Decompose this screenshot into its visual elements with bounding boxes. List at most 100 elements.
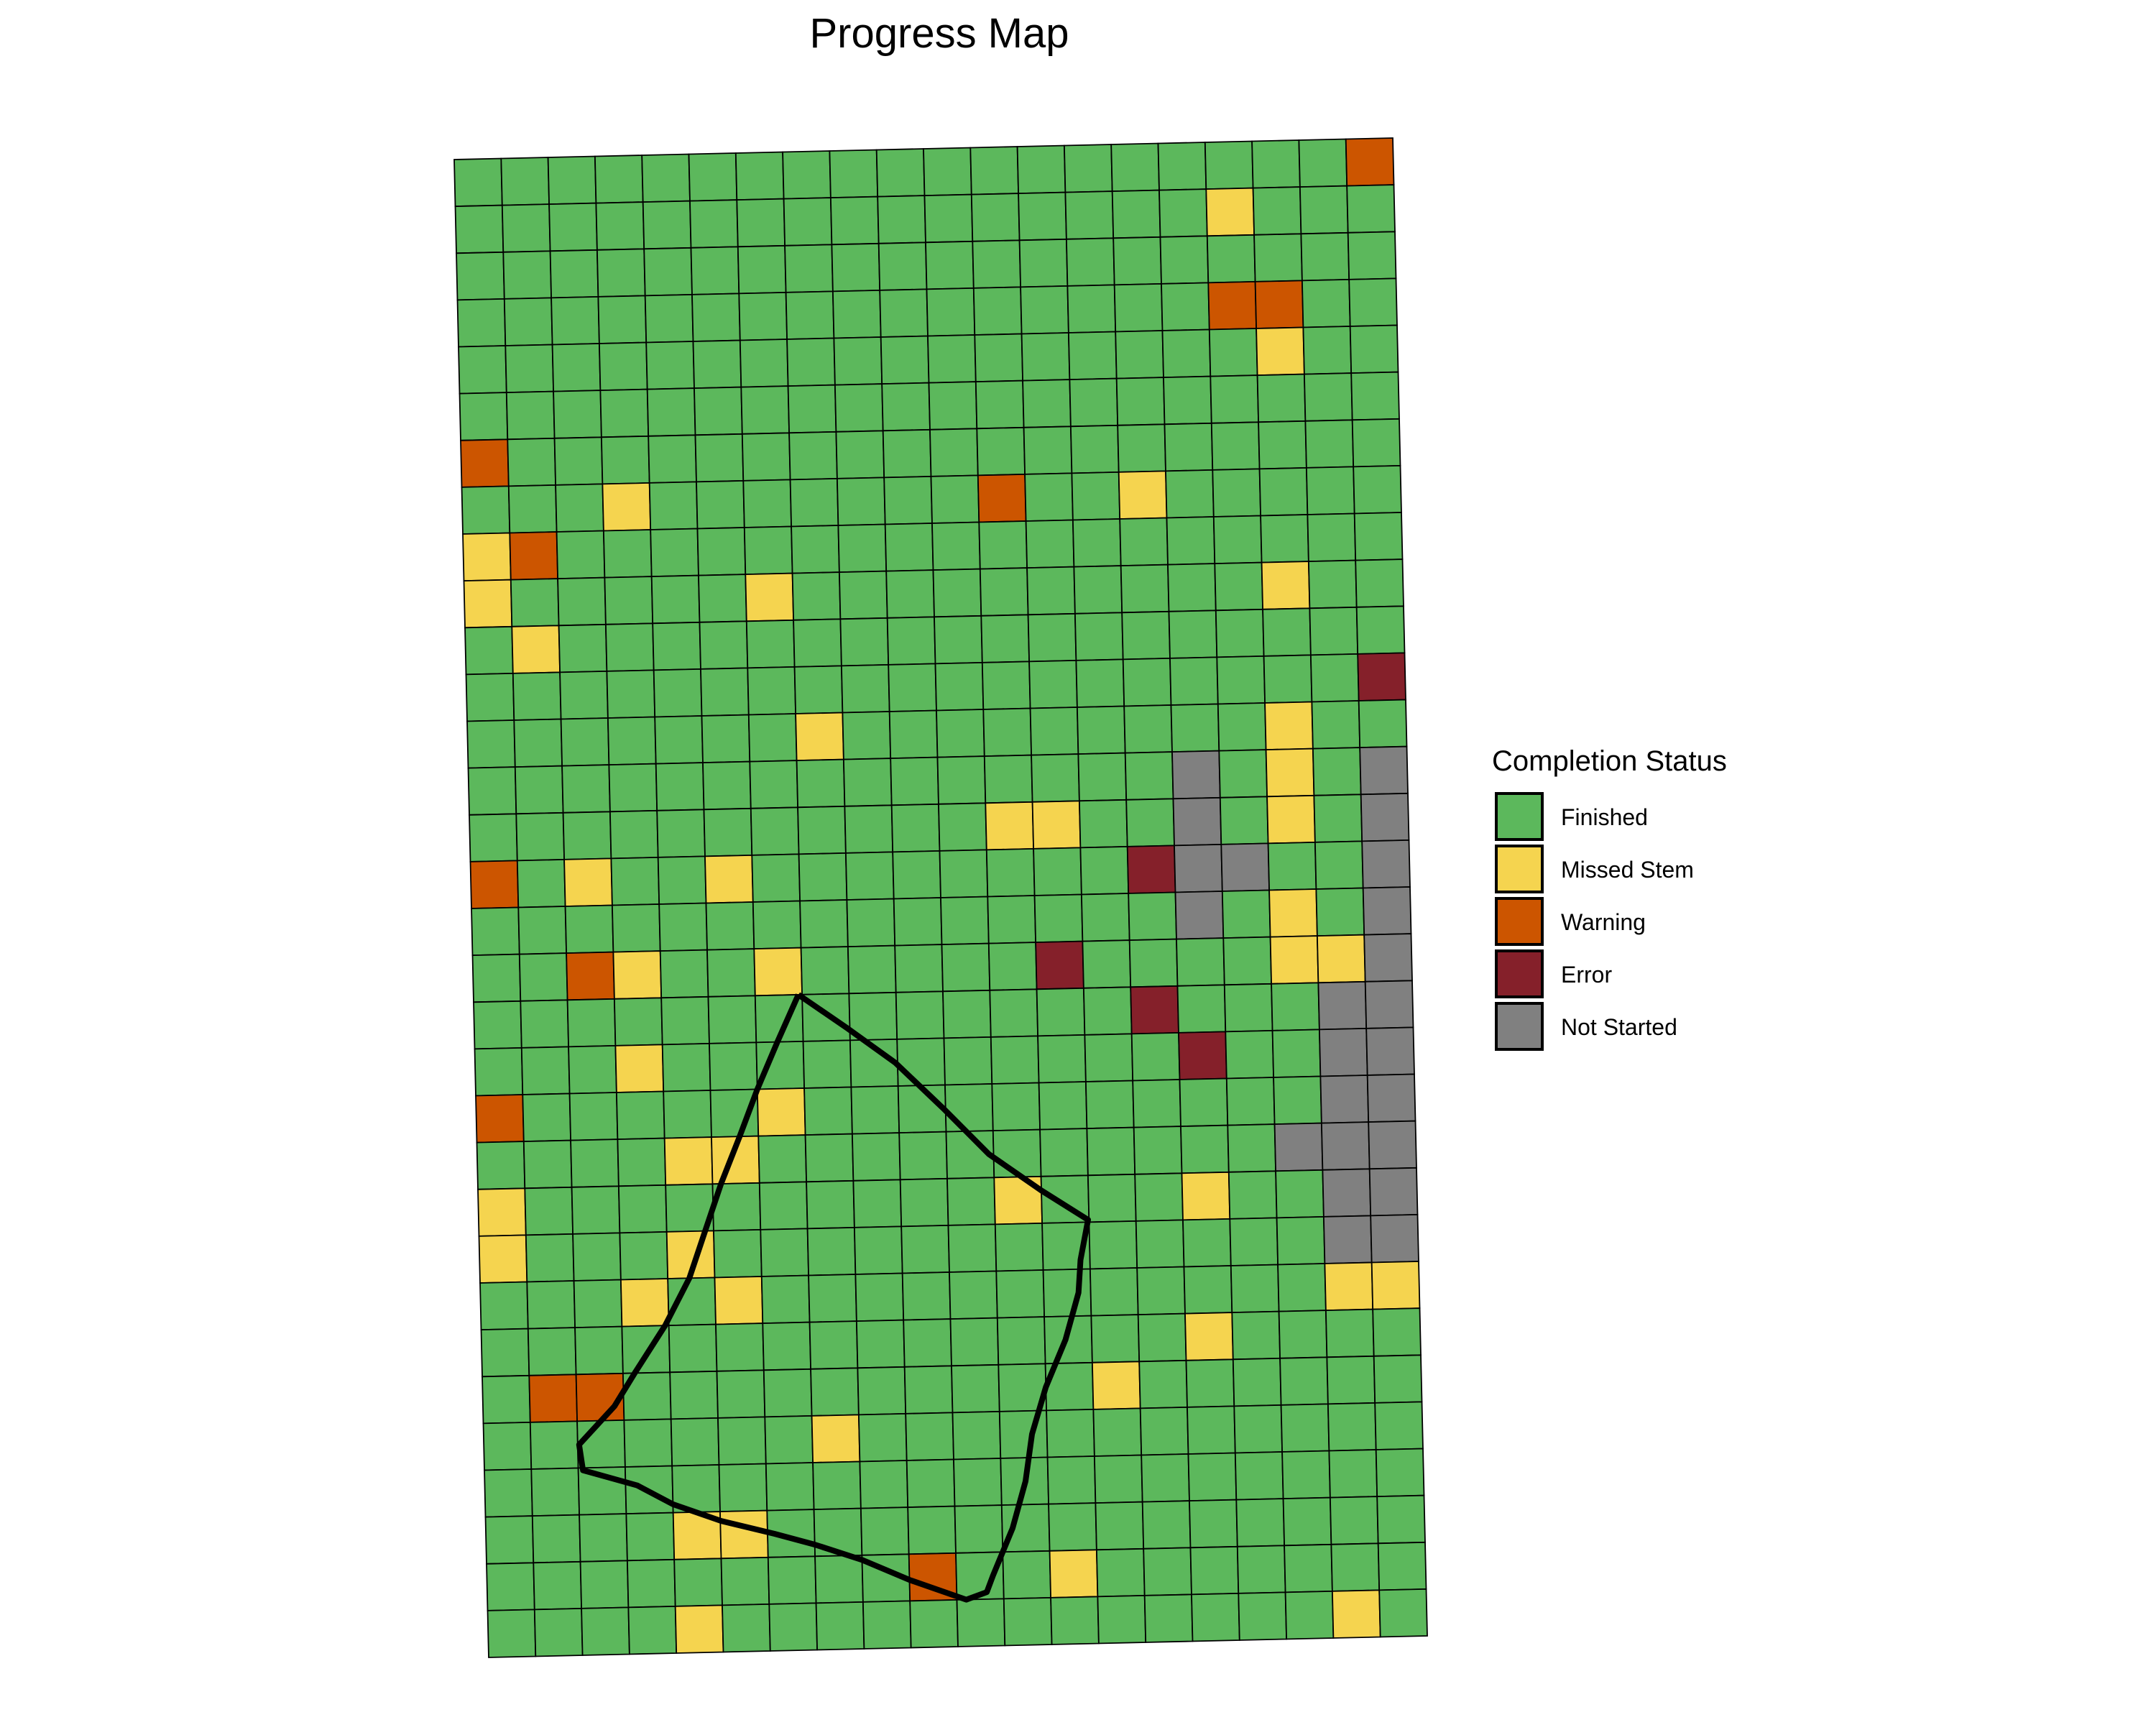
grid-cell-finished [797,805,847,855]
grid-cell-finished [530,1467,581,1517]
grid-cell-finished [1312,747,1362,796]
grid-cell-finished [890,756,939,806]
grid-cell-finished [787,384,837,434]
grid-cell-finished [1073,565,1123,615]
grid-cell-finished [453,157,503,208]
grid-cell-missed-stem [614,1044,665,1093]
grid-cell-not-started [1172,796,1222,847]
grid-cell-missed-stem [674,1604,724,1654]
grid-cell-finished [696,527,747,576]
grid-cell-finished [1031,753,1080,803]
grid-cell-finished [617,1137,667,1187]
grid-cell-finished [1128,938,1179,988]
grid-cell-finished [943,1036,993,1086]
grid-cell-finished [1309,606,1359,656]
grid-cell-finished [972,239,1022,289]
grid-cell-finished [941,942,991,993]
grid-cell-finished [764,1414,814,1465]
grid-cell-finished [976,426,1026,477]
grid-cell-finished [1033,847,1082,896]
grid-cell-finished [1022,379,1072,428]
grid-cell-finished [901,1271,952,1321]
grid-cell-finished [1314,840,1364,890]
grid-cell-missed-stem [1181,1171,1231,1221]
grid-cell-finished [487,1609,537,1658]
grid-cell-finished [1284,1543,1333,1593]
grid-cell-finished [905,1412,954,1461]
grid-cell-missed-stem [795,712,844,762]
grid-cell-finished [1275,1169,1325,1219]
grid-cell-finished [1204,140,1254,190]
grid-cell-finished [954,1504,1004,1554]
grid-cell-finished [767,1555,817,1605]
grid-cell-not-started [1322,1215,1373,1264]
grid-cell-finished [758,1181,808,1230]
grid-cell-finished [949,1317,1000,1367]
grid-cell-finished [835,430,885,479]
grid-cell-finished [1225,1077,1276,1126]
grid-cell-finished [892,850,941,900]
grid-cell-finished [688,152,738,202]
grid-cell-finished [981,661,1031,710]
grid-cell-finished [1117,423,1166,473]
grid-cell-missed-stem [1184,1312,1234,1361]
grid-cell-missed-stem [704,854,754,904]
grid-cell-finished [936,709,985,758]
grid-cell-finished [1298,138,1348,188]
grid-cell-finished [1281,1450,1331,1500]
grid-cell-finished [1299,185,1349,235]
grid-cell-finished [799,899,849,949]
grid-cell-finished [1077,752,1128,802]
grid-cell-finished [956,1598,1006,1647]
grid-cell-finished [907,1505,957,1555]
grid-cell-finished [903,1318,952,1368]
grid-cell-finished [1227,1123,1277,1173]
grid-cell-finished [1353,512,1404,561]
grid-cell-finished [694,433,745,483]
grid-cell-missed-stem [477,1187,527,1237]
grid-cell-finished [1018,238,1069,288]
grid-cell-finished [1088,1220,1138,1270]
grid-cell-not-started [1370,1213,1419,1264]
grid-cell-missed-stem [714,1276,764,1325]
grid-cell-finished [925,240,975,290]
grid-cell-finished [888,663,937,712]
grid-cell-finished [699,620,749,670]
grid-cell-finished [1132,1079,1181,1128]
grid-cell-finished [763,1368,813,1418]
grid-cell-finished [1303,372,1353,422]
grid-cell-finished [645,341,695,390]
grid-cell-not-started [1365,1026,1415,1076]
grid-cell-missed-stem [1266,794,1316,845]
grid-cell-finished [471,953,522,1003]
grid-cell-finished [602,529,653,579]
grid-cell-finished [844,804,894,854]
grid-cell-finished [607,716,657,766]
grid-cell-finished [1029,707,1079,756]
grid-cell-finished [831,242,881,293]
grid-cell-finished [932,568,982,618]
grid-cell-finished [1133,1126,1183,1175]
grid-cell-finished [520,1046,571,1095]
grid-cell-finished [951,1363,1000,1414]
grid-cell-finished [465,672,515,722]
grid-cell-not-started [1320,1121,1370,1171]
grid-cell-finished [1084,1080,1135,1130]
grid-cell-finished [829,196,880,246]
grid-cell-finished [747,666,797,716]
grid-cell-finished [768,1602,819,1652]
grid-cell-finished [1141,1500,1192,1550]
grid-cell-finished [642,200,692,250]
grid-cell-finished [502,250,553,300]
grid-cell-finished [930,474,980,524]
grid-cell-warning [1254,280,1304,329]
grid-cell-finished [604,576,654,625]
grid-cell-finished [833,336,883,386]
grid-cell-finished [737,244,787,295]
grid-cell-finished [692,339,742,390]
grid-cell-missed-stem [612,950,663,1000]
grid-cell-warning [460,438,510,488]
grid-cell-finished [877,242,928,291]
grid-cell-finished [549,249,599,299]
